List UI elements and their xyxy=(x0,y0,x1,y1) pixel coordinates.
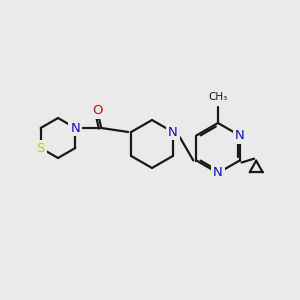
Text: CH₃: CH₃ xyxy=(208,92,228,102)
Text: O: O xyxy=(92,104,103,118)
Text: N: N xyxy=(168,125,178,139)
Text: N: N xyxy=(70,122,80,134)
Text: N: N xyxy=(235,129,244,142)
Text: N: N xyxy=(213,167,223,179)
Text: S: S xyxy=(37,142,45,154)
